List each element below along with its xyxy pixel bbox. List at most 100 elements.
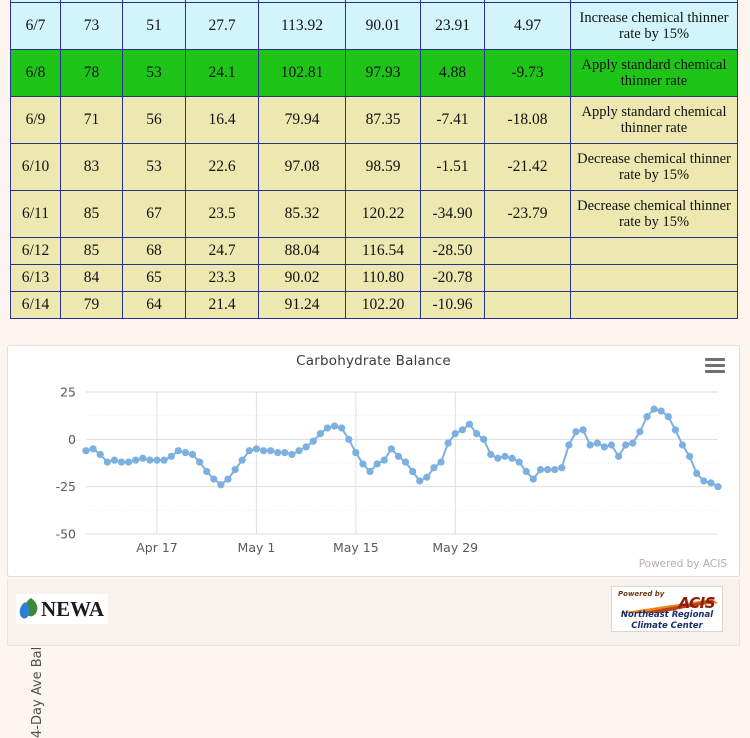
chart-data-point <box>259 447 268 455</box>
chart-data-point <box>423 473 431 481</box>
chart-data-point <box>132 456 140 464</box>
table-row: 6/10 83 53 22.6 97.08 98.59 -1.51 -21.42 Decreas… <box>10 143 738 191</box>
x-tick-label: Apr 17 <box>136 540 178 555</box>
chart-data-point <box>174 447 182 455</box>
chart-data-point <box>224 475 232 483</box>
chart-data-point <box>181 448 190 457</box>
chart-data-point <box>394 452 403 460</box>
table-cell-value: 23.91 <box>420 2 485 50</box>
chart-title: Carbohydrate Balance <box>296 353 451 369</box>
chart-data-point <box>409 467 417 476</box>
chart-data-point <box>607 441 616 449</box>
table-cell-value: -9.73 <box>484 49 571 97</box>
table-row: 6/13 84 65 23.3 90.02 110.80 -20.78 <box>10 264 738 292</box>
table-row: 6/7 73 51 27.7 113.92 90.01 23.91 4.97 Increase … <box>10 2 738 50</box>
table-cell-value: 73 <box>60 2 123 50</box>
table-cell-date: 6/8 <box>10 49 61 97</box>
chart-data-point <box>387 445 395 453</box>
table-cell-date: 6/12 <box>10 237 61 265</box>
carbohydrate-model-table: 6/6744927.9113.2691.3621.9010.82thinner … <box>10 0 738 319</box>
table-cell-value: 102.20 <box>345 291 421 319</box>
table-cell-value: 24.7 <box>185 237 259 265</box>
chart-data-point <box>657 407 665 415</box>
table-cell-value: 22.6 <box>185 143 259 191</box>
table-cell-value: 120.22 <box>345 190 421 238</box>
table-cell-value: 83 <box>60 143 123 191</box>
table-cell-value: 97.93 <box>345 49 421 97</box>
chart-data-point <box>103 458 111 466</box>
table-row: 6/9 71 56 16.4 79.94 87.35 -7.41 -18.08 Apply st… <box>10 96 738 144</box>
y-tick-label: -50 <box>56 527 76 542</box>
chart-data-point <box>330 422 339 430</box>
chart-data-point <box>167 452 175 460</box>
chart-data-point <box>458 426 466 434</box>
chart-data-point <box>96 450 104 459</box>
chart-series-line <box>85 407 719 488</box>
chart-data-point <box>693 469 701 478</box>
chart-data-point <box>288 450 296 459</box>
table-cell-recommendation: Apply standard chemical thinner rate <box>570 49 738 97</box>
table-cell-value: 113.92 <box>258 2 346 50</box>
chart-data-point <box>196 458 204 466</box>
table-cell-value: 84 <box>60 264 123 292</box>
table-cell-value: 79.94 <box>258 96 346 144</box>
chart-data-point <box>614 452 623 460</box>
table-cell-value: 56 <box>122 96 186 144</box>
apple-thinning-table-wrapper: 6/6744927.9113.2691.3621.9010.82thinner … <box>10 0 738 319</box>
table-cell-value: 88.04 <box>258 237 346 265</box>
chart-data-point <box>664 413 672 421</box>
table-row: 6/8 78 53 24.1 102.81 97.93 4.88 -9.73 Apply sta… <box>10 49 738 97</box>
table-cell-recommendation <box>570 264 738 292</box>
table-cell-value <box>484 264 571 292</box>
table-cell-recommendation <box>570 237 738 265</box>
chart-data-point <box>188 450 197 459</box>
chart-data-point <box>338 424 346 432</box>
chart-data-point <box>309 437 317 445</box>
table-cell-value: 21.4 <box>185 291 259 319</box>
table-cell-value <box>484 237 571 265</box>
table-cell-value: 71 <box>60 96 123 144</box>
table-cell-date: 6/13 <box>10 264 61 292</box>
table-cell-value: 90.01 <box>345 2 421 50</box>
chart-data-point <box>714 483 722 491</box>
chart-data-point <box>203 467 211 476</box>
chart-data-point <box>252 445 261 453</box>
chart-data-point <box>671 426 679 434</box>
carbohydrate-balance-chart-panel: Carbohydrate Balance 4-Day Ave Balance 2… <box>7 345 740 738</box>
acis-subtitle-line1: Northeast Regional <box>620 610 714 620</box>
table-cell-value: -34.90 <box>420 190 485 238</box>
table-cell-value: 4.88 <box>420 49 485 97</box>
hamburger-menu-icon[interactable] <box>705 358 725 373</box>
acis-powered-by-label: Powered by <box>618 590 665 598</box>
table-cell-value: -20.78 <box>420 264 485 292</box>
table-cell-value: 116.54 <box>345 237 421 265</box>
newa-logo[interactable]: NEWA <box>16 594 109 624</box>
x-tick-label: May 29 <box>432 540 478 555</box>
acis-logo[interactable]: Powered by ACIS Northeast Regional Clima… <box>611 586 723 632</box>
table-cell-value: 90.02 <box>258 264 346 292</box>
table-cell-value: 51 <box>122 2 186 50</box>
chart-data-point <box>366 467 374 476</box>
chart-data-point <box>245 447 253 455</box>
table-cell-value: -10.96 <box>420 291 485 319</box>
chart-data-point <box>572 428 580 436</box>
table-row: 6/11 85 67 23.5 85.32 120.22 -34.90 -23.79 Decre… <box>10 190 738 238</box>
chart-data-point <box>451 430 459 438</box>
table-cell-recommendation: Increase chemical thinner rate by 15% <box>570 2 738 50</box>
acis-subtitle-line2: Climate Center <box>631 620 703 631</box>
table-cell-value: 97.08 <box>258 143 346 191</box>
table-cell-value: -28.50 <box>420 237 485 265</box>
table-cell-value: 23.5 <box>185 190 259 238</box>
newa-logo-text: NEWA <box>41 596 105 621</box>
chart-data-point <box>153 456 161 464</box>
table-cell-value: 85 <box>60 190 123 238</box>
chart-data-point <box>501 452 509 460</box>
chart-data-point <box>543 466 552 474</box>
table-cell-value: 27.7 <box>185 2 259 50</box>
table-cell-recommendation: Decrease chemical thinner rate by 15% <box>570 190 738 238</box>
chart-data-point <box>600 443 608 451</box>
chart-data-point <box>558 464 566 472</box>
chart-data-point <box>217 481 225 489</box>
table-cell-value <box>484 291 571 319</box>
table-cell-value: 16.4 <box>185 96 259 144</box>
